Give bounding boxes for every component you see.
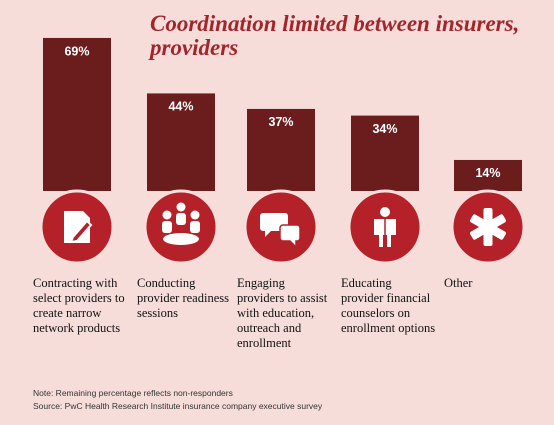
category-label: Other	[444, 276, 473, 290]
value-label: 44%	[168, 100, 193, 114]
icon-shape	[176, 213, 186, 225]
category-label: Engaging providers to assist with educat…	[237, 276, 328, 350]
bar	[454, 159, 522, 191]
source: Source: PwC Health Research Institute in…	[33, 401, 323, 411]
icon-shape	[190, 221, 200, 233]
icon-shape	[176, 202, 186, 212]
icon	[162, 202, 200, 245]
icon	[64, 211, 93, 244]
icon-shape	[279, 224, 301, 249]
icon-shape	[163, 233, 199, 245]
icon-shape	[379, 235, 383, 247]
category-label: Conducting provider readiness sessions	[137, 276, 229, 320]
category-label: Educating provider financial counselors …	[341, 276, 436, 335]
icon-shape	[470, 214, 506, 240]
value-label: 14%	[475, 166, 500, 180]
icon-shape	[69, 219, 93, 244]
icon	[470, 208, 506, 246]
icon-shape	[162, 210, 172, 220]
bar	[43, 37, 111, 191]
chart-title: Coordination limited between insurers, p…	[150, 11, 520, 60]
icon-shape	[387, 235, 391, 247]
icon-circle	[143, 189, 219, 265]
value-label: 34%	[372, 122, 397, 136]
value-label: 69%	[64, 44, 89, 58]
bar	[247, 108, 315, 191]
category-label: Contracting with select providers to cre…	[33, 276, 125, 335]
bar	[351, 115, 419, 191]
icon-shape	[380, 207, 390, 217]
icon	[374, 207, 396, 247]
bar	[147, 93, 215, 191]
note: Note: Remaining percentage reflects non-…	[33, 388, 233, 398]
icon-shape	[162, 221, 172, 233]
icon-shape	[190, 210, 200, 220]
value-label: 37%	[268, 115, 293, 129]
icon	[260, 213, 301, 249]
